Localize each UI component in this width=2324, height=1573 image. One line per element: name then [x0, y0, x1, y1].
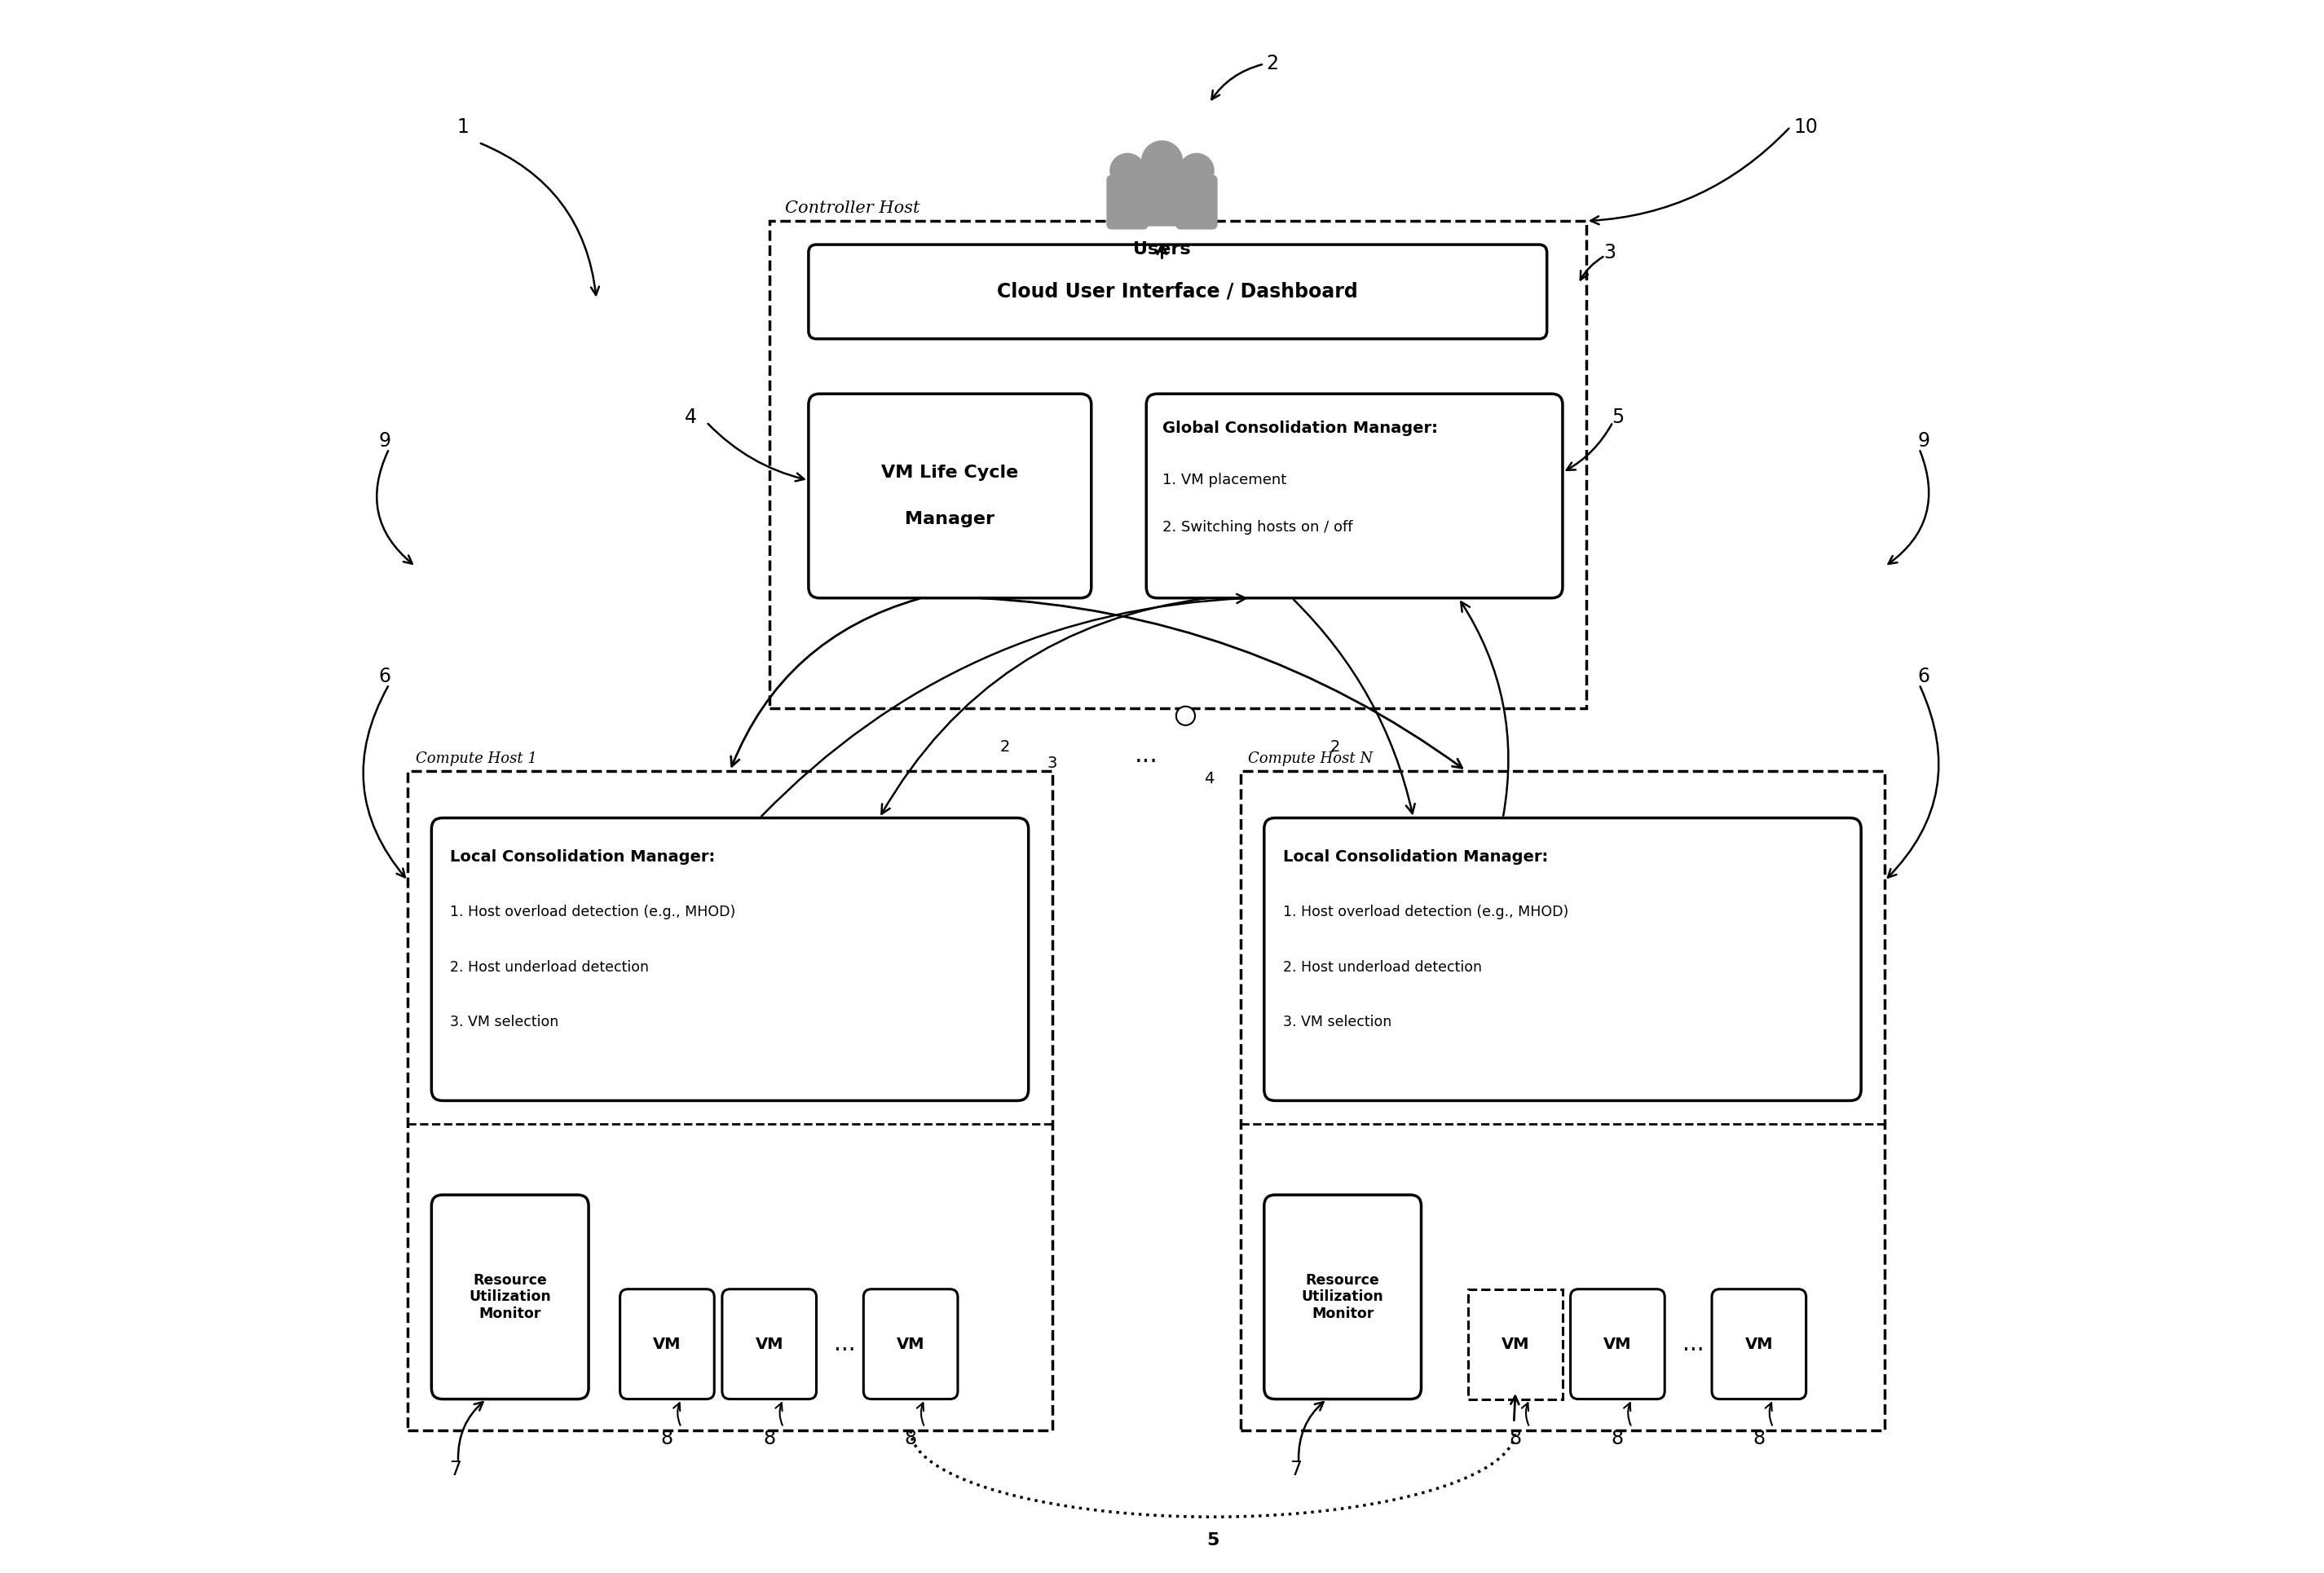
- FancyBboxPatch shape: [1106, 176, 1148, 230]
- Text: ...: ...: [1683, 1332, 1703, 1356]
- Text: 8: 8: [660, 1428, 674, 1449]
- FancyBboxPatch shape: [1713, 1290, 1806, 1398]
- Text: 1. Host overload detection (e.g., MHOD): 1. Host overload detection (e.g., MHOD): [451, 904, 737, 920]
- Text: 2: 2: [1329, 739, 1341, 755]
- Text: 7: 7: [1290, 1460, 1301, 1480]
- Text: 3: 3: [1048, 755, 1057, 771]
- Text: 6: 6: [379, 667, 390, 686]
- Bar: [769, 222, 1587, 708]
- Text: Local Consolidation Manager:: Local Consolidation Manager:: [1283, 849, 1548, 865]
- Text: Local Consolidation Manager:: Local Consolidation Manager:: [451, 849, 716, 865]
- Text: 2. Host underload detection: 2. Host underload detection: [451, 960, 648, 974]
- Text: Controller Host: Controller Host: [786, 201, 920, 217]
- Circle shape: [1178, 154, 1213, 189]
- Text: Global Consolidation Manager:: Global Consolidation Manager:: [1162, 420, 1439, 436]
- FancyBboxPatch shape: [809, 244, 1548, 338]
- Text: Compute Host N: Compute Host N: [1248, 752, 1373, 766]
- Text: 8: 8: [1611, 1428, 1624, 1449]
- Text: 6: 6: [1917, 667, 1929, 686]
- Text: 10: 10: [1794, 116, 1817, 137]
- Text: Resource
Utilization
Monitor: Resource Utilization Monitor: [1301, 1273, 1383, 1321]
- FancyBboxPatch shape: [809, 393, 1092, 598]
- Text: 8: 8: [1752, 1428, 1766, 1449]
- Text: 1: 1: [458, 116, 469, 137]
- Text: 3: 3: [1604, 242, 1615, 263]
- Text: Resource
Utilization
Monitor: Resource Utilization Monitor: [469, 1273, 551, 1321]
- FancyBboxPatch shape: [1176, 176, 1218, 230]
- Text: 5: 5: [1611, 407, 1624, 428]
- FancyBboxPatch shape: [432, 1195, 588, 1398]
- FancyBboxPatch shape: [1139, 170, 1185, 227]
- Text: VM: VM: [1501, 1337, 1529, 1351]
- Text: Users: Users: [1134, 241, 1190, 258]
- Circle shape: [1176, 706, 1195, 725]
- FancyBboxPatch shape: [1571, 1290, 1664, 1398]
- Circle shape: [1141, 142, 1183, 182]
- Text: 3. VM selection: 3. VM selection: [1283, 1015, 1392, 1029]
- Text: ...: ...: [1134, 744, 1157, 768]
- Bar: [1469, 1290, 1562, 1398]
- Text: 2. Switching hosts on / off: 2. Switching hosts on / off: [1162, 521, 1353, 535]
- FancyBboxPatch shape: [723, 1290, 816, 1398]
- Text: 8: 8: [762, 1428, 776, 1449]
- Text: 4: 4: [1204, 771, 1213, 786]
- Text: Compute Host 1: Compute Host 1: [416, 752, 537, 766]
- Text: 4: 4: [686, 407, 697, 428]
- Text: 2: 2: [1267, 53, 1278, 74]
- FancyBboxPatch shape: [621, 1290, 713, 1398]
- Text: 3. VM selection: 3. VM selection: [451, 1015, 560, 1029]
- Text: VM Life Cycle: VM Life Cycle: [881, 464, 1018, 480]
- Text: VM: VM: [897, 1337, 925, 1351]
- Text: Manager: Manager: [904, 511, 995, 527]
- FancyBboxPatch shape: [1146, 393, 1562, 598]
- Bar: [409, 771, 1053, 1430]
- Text: VM: VM: [1745, 1337, 1773, 1351]
- Text: VM: VM: [653, 1337, 681, 1351]
- FancyBboxPatch shape: [1264, 1195, 1422, 1398]
- Text: 8: 8: [1508, 1428, 1522, 1449]
- Text: 2: 2: [999, 739, 1011, 755]
- Text: 2. Host underload detection: 2. Host underload detection: [1283, 960, 1483, 974]
- Text: VM: VM: [755, 1337, 783, 1351]
- Text: 9: 9: [1917, 431, 1929, 451]
- FancyBboxPatch shape: [1264, 818, 1862, 1101]
- Text: 9: 9: [379, 431, 390, 451]
- Text: ...: ...: [834, 1332, 855, 1356]
- Text: 8: 8: [904, 1428, 916, 1449]
- FancyBboxPatch shape: [432, 818, 1030, 1101]
- Text: 5: 5: [1206, 1532, 1220, 1548]
- Text: 1. VM placement: 1. VM placement: [1162, 473, 1285, 488]
- Text: 1. Host overload detection (e.g., MHOD): 1. Host overload detection (e.g., MHOD): [1283, 904, 1569, 920]
- FancyBboxPatch shape: [865, 1290, 957, 1398]
- Circle shape: [1111, 154, 1146, 189]
- Bar: [1241, 771, 1885, 1430]
- Text: 7: 7: [449, 1460, 460, 1480]
- Text: VM: VM: [1604, 1337, 1631, 1351]
- Text: Cloud User Interface / Dashboard: Cloud User Interface / Dashboard: [997, 282, 1357, 302]
